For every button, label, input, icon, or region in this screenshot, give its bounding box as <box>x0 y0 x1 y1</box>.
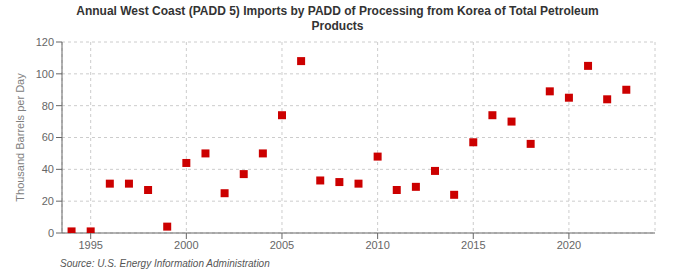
svg-text:40: 40 <box>42 163 54 175</box>
svg-text:Thousand Barrels per Day: Thousand Barrels per Day <box>14 73 26 202</box>
html-text:Source: U.S. Energy Informatio: Source: U.S. Energy Information Administ… <box>60 258 270 269</box>
html-text:Products: Products <box>311 19 364 33</box>
svg-text:1995: 1995 <box>78 239 102 251</box>
svg-text:2000: 2000 <box>174 239 198 251</box>
svg-text:2015: 2015 <box>461 239 485 251</box>
svg-text:2010: 2010 <box>365 239 389 251</box>
svg-text:100: 100 <box>36 68 54 80</box>
svg-text:2020: 2020 <box>557 239 581 251</box>
svg-text:60: 60 <box>42 131 54 143</box>
svg-text:2005: 2005 <box>270 239 294 251</box>
svg-text:80: 80 <box>42 100 54 112</box>
svg-text:120: 120 <box>36 36 54 48</box>
html-text:Annual West Coast (PADD 5) Imp: Annual West Coast (PADD 5) Imports by PA… <box>76 4 599 18</box>
svg-text:0: 0 <box>48 227 54 239</box>
svg-text:20: 20 <box>42 195 54 207</box>
